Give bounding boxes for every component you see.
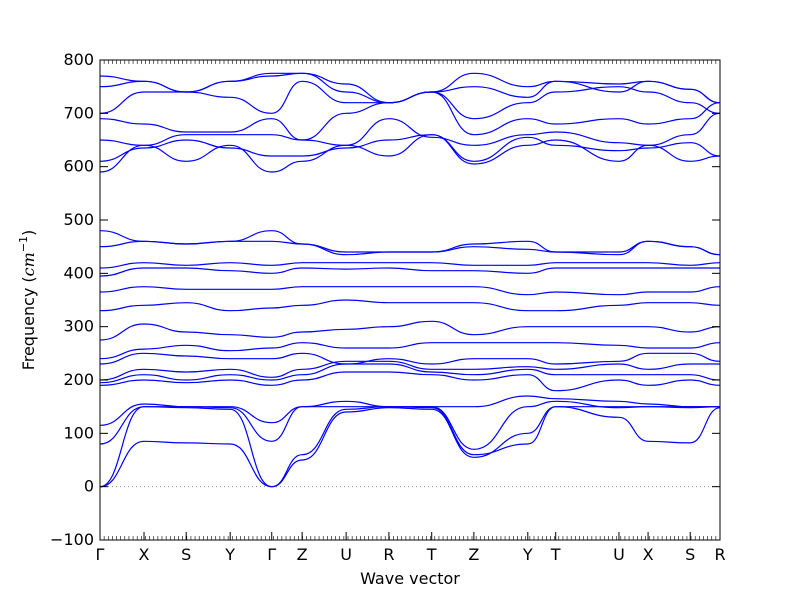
band-line-6 (100, 363, 720, 384)
band-line-19 (100, 112, 720, 146)
y-tick-label: 200 (63, 370, 94, 389)
band-line-9 (100, 342, 720, 360)
x-tick-label: T (426, 545, 437, 564)
band-line-8 (100, 352, 720, 365)
band-line-14 (100, 262, 720, 269)
band-line-4 (100, 395, 720, 426)
band-line-5 (100, 371, 720, 392)
x-tick-label: Y (224, 545, 235, 564)
band-line-10 (100, 320, 720, 341)
y-tick-label: 0 (84, 477, 94, 496)
band-line-17 (100, 134, 720, 173)
band-line-11 (100, 299, 720, 312)
y-tick-label: 100 (63, 423, 94, 442)
band-line-13 (100, 267, 720, 277)
y-axis-unit-close: ) (19, 230, 38, 236)
y-ticks: −100 0 100 200 300 400 500 600 700 800 (50, 50, 720, 549)
y-axis-unit-exp: −1 (17, 236, 30, 252)
plot-frame (99, 59, 721, 541)
x-tick-label: R (383, 545, 394, 564)
x-tick-label: Z (468, 545, 479, 564)
x-tick-label: Y (522, 545, 533, 564)
y-axis-title-text: Frequency (19, 283, 38, 371)
x-tick-label: S (181, 545, 191, 564)
y-axis-title: Frequency (cm−1) (17, 230, 38, 371)
x-tick-label: U (340, 545, 352, 564)
y-tick-label: 600 (63, 157, 94, 176)
x-tick-label: U (613, 545, 625, 564)
y-axis-unit-base: cm (19, 252, 38, 276)
y-axis-unit-open: ( (19, 276, 38, 282)
band-line-7 (100, 360, 720, 381)
x-tick-label: S (685, 545, 695, 564)
x-axis-title: Wave vector (360, 569, 460, 588)
band-line-23 (100, 72, 720, 104)
band-line-18 (100, 134, 720, 162)
y-tick-label: −100 (50, 530, 94, 549)
x-tick-label: Γ (267, 545, 276, 564)
y-tick-label: 800 (63, 50, 94, 69)
y-tick-label: 300 (63, 317, 94, 336)
band-line-16 (100, 230, 720, 256)
band-line-1 (100, 406, 720, 488)
band-line-12 (100, 286, 720, 296)
y-tick-label: 400 (63, 263, 94, 282)
x-tick-label: Z (297, 545, 308, 564)
x-tick-label: T (550, 545, 561, 564)
y-tick-label: 500 (63, 210, 94, 229)
band-lines (100, 72, 720, 488)
x-tick-label: X (139, 545, 150, 564)
y-tick-label: 700 (63, 103, 94, 122)
x-tick-label: Γ (96, 545, 105, 564)
x-tick-label: X (643, 545, 654, 564)
x-tick-label: R (714, 545, 725, 564)
